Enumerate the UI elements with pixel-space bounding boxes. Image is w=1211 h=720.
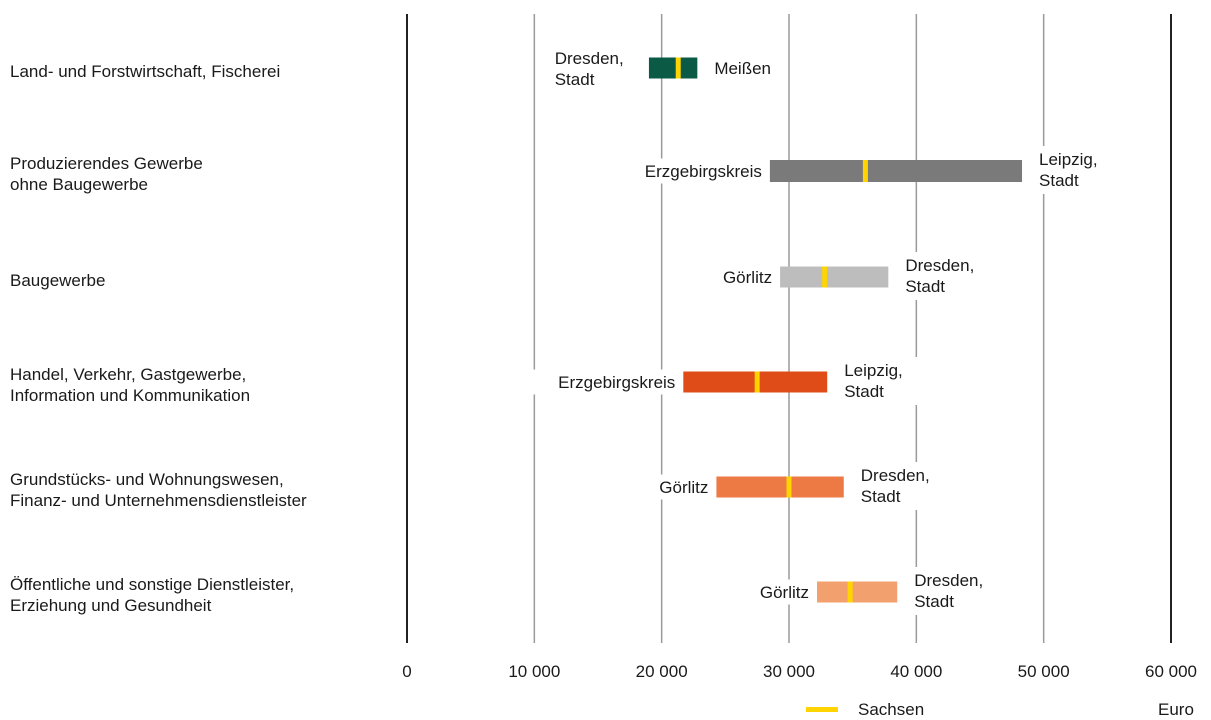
range-bar: [648, 57, 698, 79]
max-label-bg: [856, 462, 944, 510]
max-label: Dresden, Stadt: [905, 256, 974, 296]
max-label: Leipzig, Stadt: [844, 361, 903, 401]
min-label-bg: [700, 264, 775, 290]
range-group: Erzgebirgskreis Leipzig, Stadt: [614, 146, 1122, 194]
x-tick-label: 20 000: [636, 662, 688, 681]
range-group: Görlitz Dresden, Stadt: [737, 567, 998, 615]
x-tick-label: 40 000: [890, 662, 942, 681]
gridlines: [406, 14, 1172, 643]
min-label-bg: [737, 579, 812, 605]
sachsen-marker: [847, 581, 853, 603]
sachsen-marker: [675, 57, 681, 79]
range-group: Dresden, Stadt Meißen: [552, 45, 778, 91]
sachsen-marker: [862, 160, 868, 182]
category-label: Land- und Forstwirtschaft, Fischerei: [10, 61, 281, 81]
min-label-bg: [636, 474, 711, 500]
legend-sachsen-swatch: [806, 707, 838, 712]
max-label-bg: [901, 252, 989, 300]
category-label: Baugewerbe: [10, 270, 106, 290]
sachsen-marker: [754, 371, 760, 393]
category-label: Grundstücks- und Wohnungswesen, Finanz- …: [10, 470, 307, 510]
min-label: Görlitz: [760, 583, 809, 602]
max-label: Leipzig, Stadt: [1039, 150, 1098, 190]
range-group: Erzgebirgskreis Leipzig, Stadt: [528, 357, 927, 405]
category-label: Öffentliche und sonstige Dienstleister, …: [10, 575, 295, 615]
min-label: Erzgebirgskreis: [645, 162, 762, 181]
min-label: Görlitz: [723, 268, 772, 287]
x-axis-unit: Euro: [1158, 700, 1194, 719]
min-label-bg: [614, 158, 764, 184]
sachsen-marker: [786, 476, 792, 498]
max-label-bg: [1035, 146, 1122, 194]
range-group: Görlitz Dresden, Stadt: [700, 252, 989, 300]
range-bar: [769, 160, 1023, 182]
min-label: Görlitz: [659, 478, 708, 497]
max-label-bg: [840, 357, 927, 405]
range-group: Görlitz Dresden, Stadt: [636, 462, 944, 510]
legend-sachsen-label: Sachsen: [858, 700, 925, 719]
max-label: Dresden, Stadt: [861, 466, 930, 506]
x-tick-label: 30 000: [763, 662, 815, 681]
x-tick-label: 0: [402, 662, 411, 681]
min-label: Dresden, Stadt: [555, 49, 624, 89]
max-label-bg: [910, 567, 998, 615]
range-bars: Dresden, Stadt Meißen Erzgebirgskreis Leipzi…: [528, 45, 1122, 615]
range-bar: [780, 266, 889, 288]
max-label-bg: [710, 53, 778, 81]
min-label: Erzgebirgskreis: [558, 373, 675, 392]
x-tick-label: 60 000: [1145, 662, 1197, 681]
range-bar: [716, 476, 844, 498]
category-label: Handel, Verkehr, Gastgewerbe, Informatio…: [10, 365, 251, 405]
sachsen-marker: [822, 266, 828, 288]
min-label-bg: [552, 45, 636, 91]
min-label-bg: [528, 369, 678, 395]
max-label: Meißen: [714, 59, 771, 78]
x-tick-label: 10 000: [508, 662, 560, 681]
category-label: Produzierendes Gewerbe ohne Baugewerbe: [10, 154, 203, 194]
legend-swatch-mark: [806, 707, 838, 712]
range-bar: [817, 581, 898, 603]
x-tick-labels: 0 10 000 20 000 30 000 40 000 50 000 60 000: [402, 662, 1197, 681]
max-label: Dresden, Stadt: [914, 571, 983, 611]
x-tick-label: 50 000: [1018, 662, 1070, 681]
